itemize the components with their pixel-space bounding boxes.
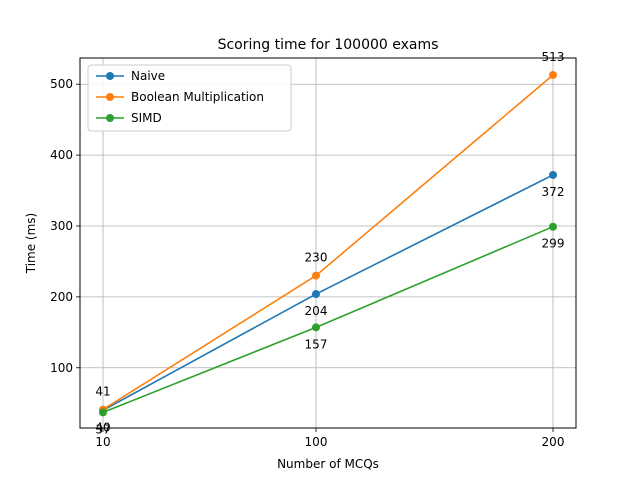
data-label: 204 [305, 304, 328, 318]
data-point [549, 170, 557, 179]
x-axis-ticks: 10 100 200 [95, 428, 564, 449]
y-tick-label: 400 [50, 148, 73, 162]
legend-entry: Boolean Multiplication [131, 90, 264, 104]
legend-entry: Naive [131, 69, 165, 83]
x-tick-label: 200 [542, 435, 565, 449]
data-point [312, 323, 320, 332]
y-tick-label: 200 [50, 290, 73, 304]
series-lines [99, 71, 557, 417]
data-label: 157 [305, 337, 328, 351]
data-point [312, 271, 320, 280]
data-label: 41 [95, 385, 110, 399]
legend: Naive Boolean Multiplication SIMD [87, 64, 292, 132]
x-tick-label: 10 [95, 435, 110, 449]
chart-title: Scoring time for 100000 exams [218, 37, 439, 53]
data-label: 513 [542, 50, 565, 64]
grid [80, 58, 576, 428]
legend-marker [106, 72, 114, 80]
data-label: 230 [305, 251, 328, 265]
data-label: 299 [542, 237, 565, 251]
legend-box [87, 64, 292, 132]
y-tick-label: 100 [50, 361, 73, 375]
legend-marker [106, 114, 114, 122]
data-label: 372 [542, 185, 565, 199]
series-line [102, 174, 554, 411]
data-label: 40 [95, 420, 110, 434]
data-point [312, 290, 320, 299]
data-point [549, 71, 557, 80]
plot-frame [79, 57, 577, 429]
data-point [99, 408, 107, 417]
legend-marker [106, 93, 114, 101]
series-line [102, 225, 554, 414]
x-axis-label: Number of MCQs [277, 457, 379, 471]
y-axis-label: Time (ms) [24, 213, 38, 275]
y-tick-label: 300 [50, 219, 73, 233]
y-axis-ticks: 100 200 300 400 500 [50, 77, 80, 375]
y-tick-label: 500 [50, 77, 73, 91]
x-tick-label: 100 [305, 435, 328, 449]
legend-entry: SIMD [131, 111, 162, 125]
data-point [549, 222, 557, 231]
